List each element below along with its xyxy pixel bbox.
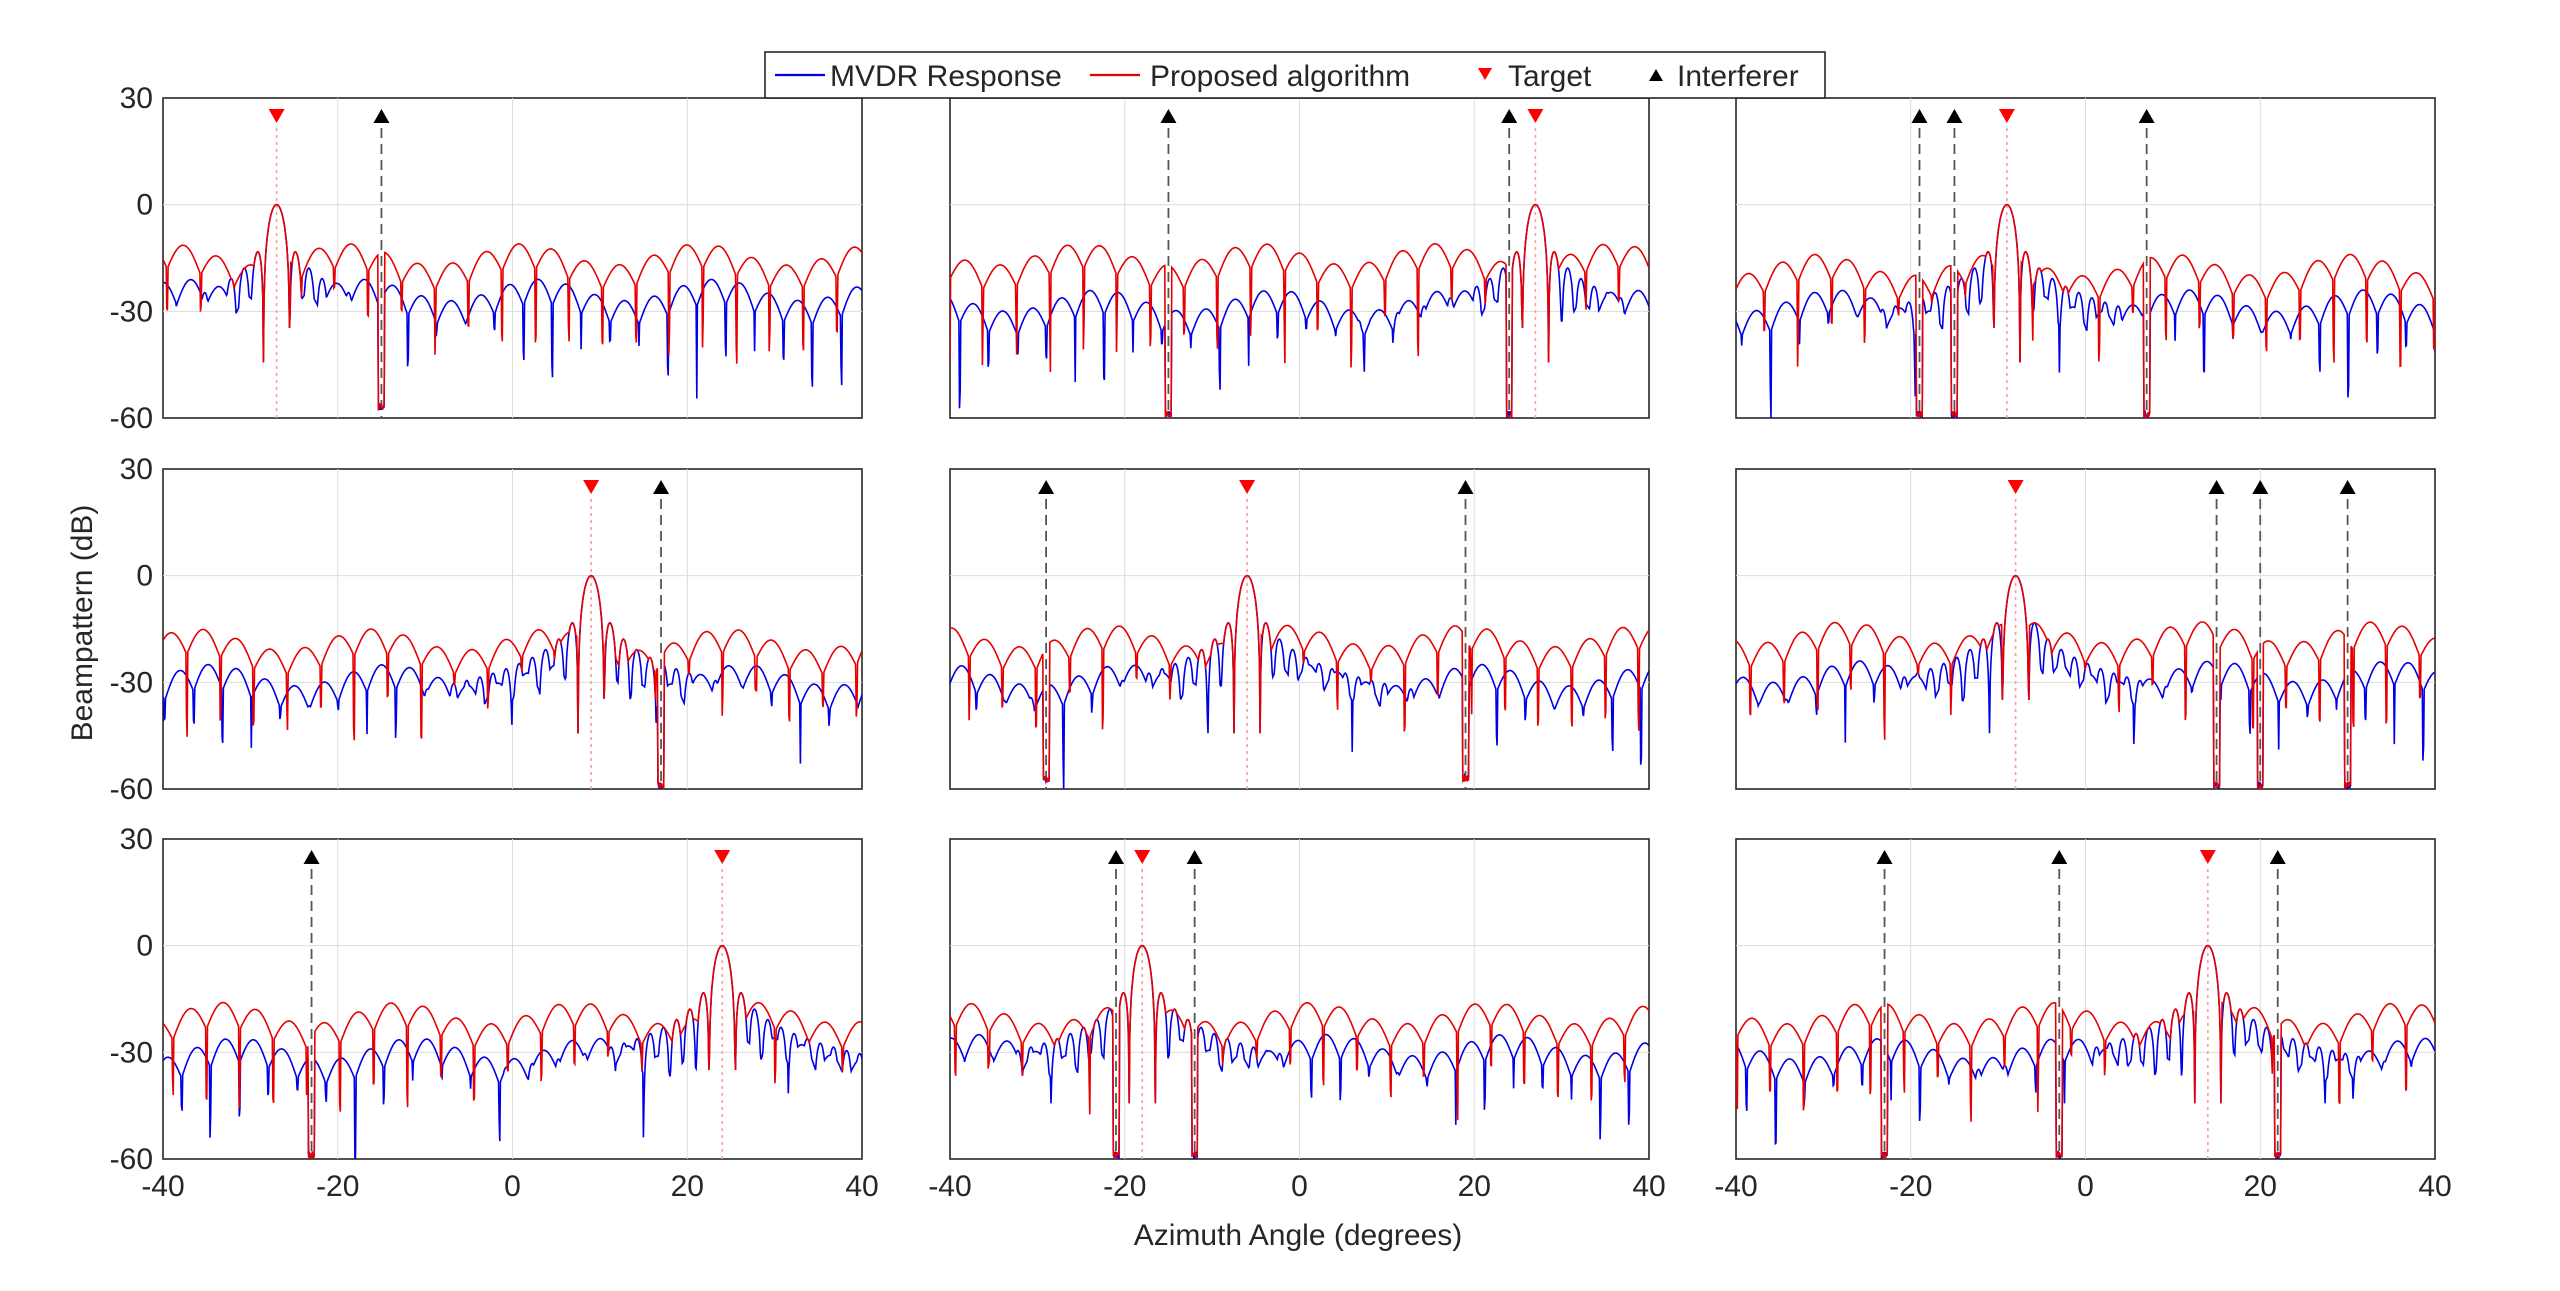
target-marker: [1134, 850, 1151, 864]
y-tick-label: -60: [110, 773, 153, 806]
y-tick-label: 30: [120, 823, 153, 856]
proposed-series-line: [163, 944, 862, 1159]
y-axis-label: Beampattern (dB): [66, 505, 99, 742]
legend-proposed-label: Proposed algorithm: [1150, 60, 1410, 93]
legend-mvdr-label: MVDR Response: [830, 60, 1062, 93]
subplot-r1-c1: 30 0 -30 -60: [110, 82, 863, 435]
subplot-r1-c3: [1735, 97, 2436, 419]
mvdr-series-line: [950, 574, 1649, 789]
y-tick-label: 0: [136, 189, 153, 222]
target-marker: [2199, 850, 2216, 864]
interferer-marker: [303, 850, 320, 864]
legend-interferer-label: Interferer: [1677, 60, 1799, 93]
interferer-marker: [1501, 109, 1518, 123]
legend: MVDR Response Proposed algorithm Target …: [764, 51, 1826, 99]
subplot-r3-c3: -40 -20 0 20 40: [1714, 838, 2452, 1203]
subplot-r1-c2: [949, 97, 1650, 419]
interferer-marker: [1946, 109, 1963, 123]
interferer-marker: [373, 109, 390, 123]
legend-target-marker: [1478, 68, 1492, 80]
proposed-series-line: [1736, 574, 2435, 789]
interferer-marker: [1911, 109, 1928, 123]
x-tick-label: 0: [504, 1170, 521, 1203]
proposed-series-line: [1736, 203, 2435, 418]
x-axis-label: Azimuth Angle (degrees): [1134, 1219, 1463, 1252]
x-tick-label: -40: [1714, 1170, 1757, 1203]
proposed-series-line: [950, 574, 1649, 784]
y-tick-label: -30: [110, 295, 153, 328]
legend-interferer-marker: [1649, 69, 1663, 81]
mvdr-series-line: [1736, 944, 2435, 1159]
x-tick-label: 40: [2418, 1170, 2451, 1203]
interferer-marker: [2269, 850, 2286, 864]
y-tick-label: 30: [120, 453, 153, 486]
target-marker: [1527, 109, 1544, 123]
target-marker: [1998, 109, 2015, 123]
x-tick-label: -20: [316, 1170, 359, 1203]
interferer-marker: [1108, 850, 1125, 864]
interferer-marker: [2339, 480, 2356, 494]
legend-target-label: Target: [1508, 60, 1592, 93]
x-tick-label: 20: [2244, 1170, 2277, 1203]
target-marker: [583, 480, 600, 494]
subplot-r3-c1: 30 0 -30 -60-40 -20 0 20 40: [110, 823, 879, 1203]
y-tick-label: -30: [110, 1036, 153, 1069]
interferer-marker: [2138, 109, 2155, 123]
y-tick-label: -30: [110, 666, 153, 699]
x-tick-label: 20: [671, 1170, 704, 1203]
x-tick-label: -40: [141, 1170, 184, 1203]
mvdr-series-line: [1736, 203, 2435, 418]
x-tick-label: 0: [1291, 1170, 1308, 1203]
x-tick-label: 40: [1632, 1170, 1665, 1203]
y-tick-label: -60: [110, 1143, 153, 1176]
subplot-r2-c1: 30 0 -30 -60: [110, 453, 863, 806]
subplot-r2-c3: [1735, 468, 2436, 790]
mvdr-series-line: [163, 574, 862, 789]
proposed-series-line: [1736, 944, 2435, 1159]
target-marker: [2007, 480, 2024, 494]
y-tick-label: 0: [136, 560, 153, 593]
target-marker: [1239, 480, 1256, 494]
subplot-r2-c2: [949, 468, 1650, 790]
interferer-marker: [1038, 480, 1055, 494]
interferer-marker: [2051, 850, 2068, 864]
mvdr-series-line: [950, 944, 1649, 1159]
legend-box: [764, 51, 1826, 99]
interferer-marker: [1186, 850, 1203, 864]
x-tick-label: 0: [2077, 1170, 2094, 1203]
x-tick-label: 40: [845, 1170, 878, 1203]
interferer-marker: [2208, 480, 2225, 494]
proposed-series-line: [950, 944, 1649, 1159]
x-tick-label: -20: [1889, 1170, 1932, 1203]
x-tick-label: -40: [928, 1170, 971, 1203]
subplot-r3-c2: -40 -20 0 20 40: [928, 838, 1666, 1203]
interferer-marker: [653, 480, 670, 494]
proposed-series-line: [163, 574, 862, 789]
proposed-series-line: [950, 203, 1649, 418]
target-marker: [268, 109, 285, 123]
y-tick-label: 30: [120, 82, 153, 115]
interferer-marker: [1876, 850, 1893, 864]
y-tick-label: 0: [136, 930, 153, 963]
target-marker: [714, 850, 731, 864]
interferer-marker: [2252, 480, 2269, 494]
interferer-marker: [1160, 109, 1177, 123]
x-tick-label: -20: [1103, 1170, 1146, 1203]
y-tick-label: -60: [110, 402, 153, 435]
x-tick-label: 20: [1458, 1170, 1491, 1203]
interferer-marker: [1457, 480, 1474, 494]
proposed-series-line: [163, 203, 862, 411]
